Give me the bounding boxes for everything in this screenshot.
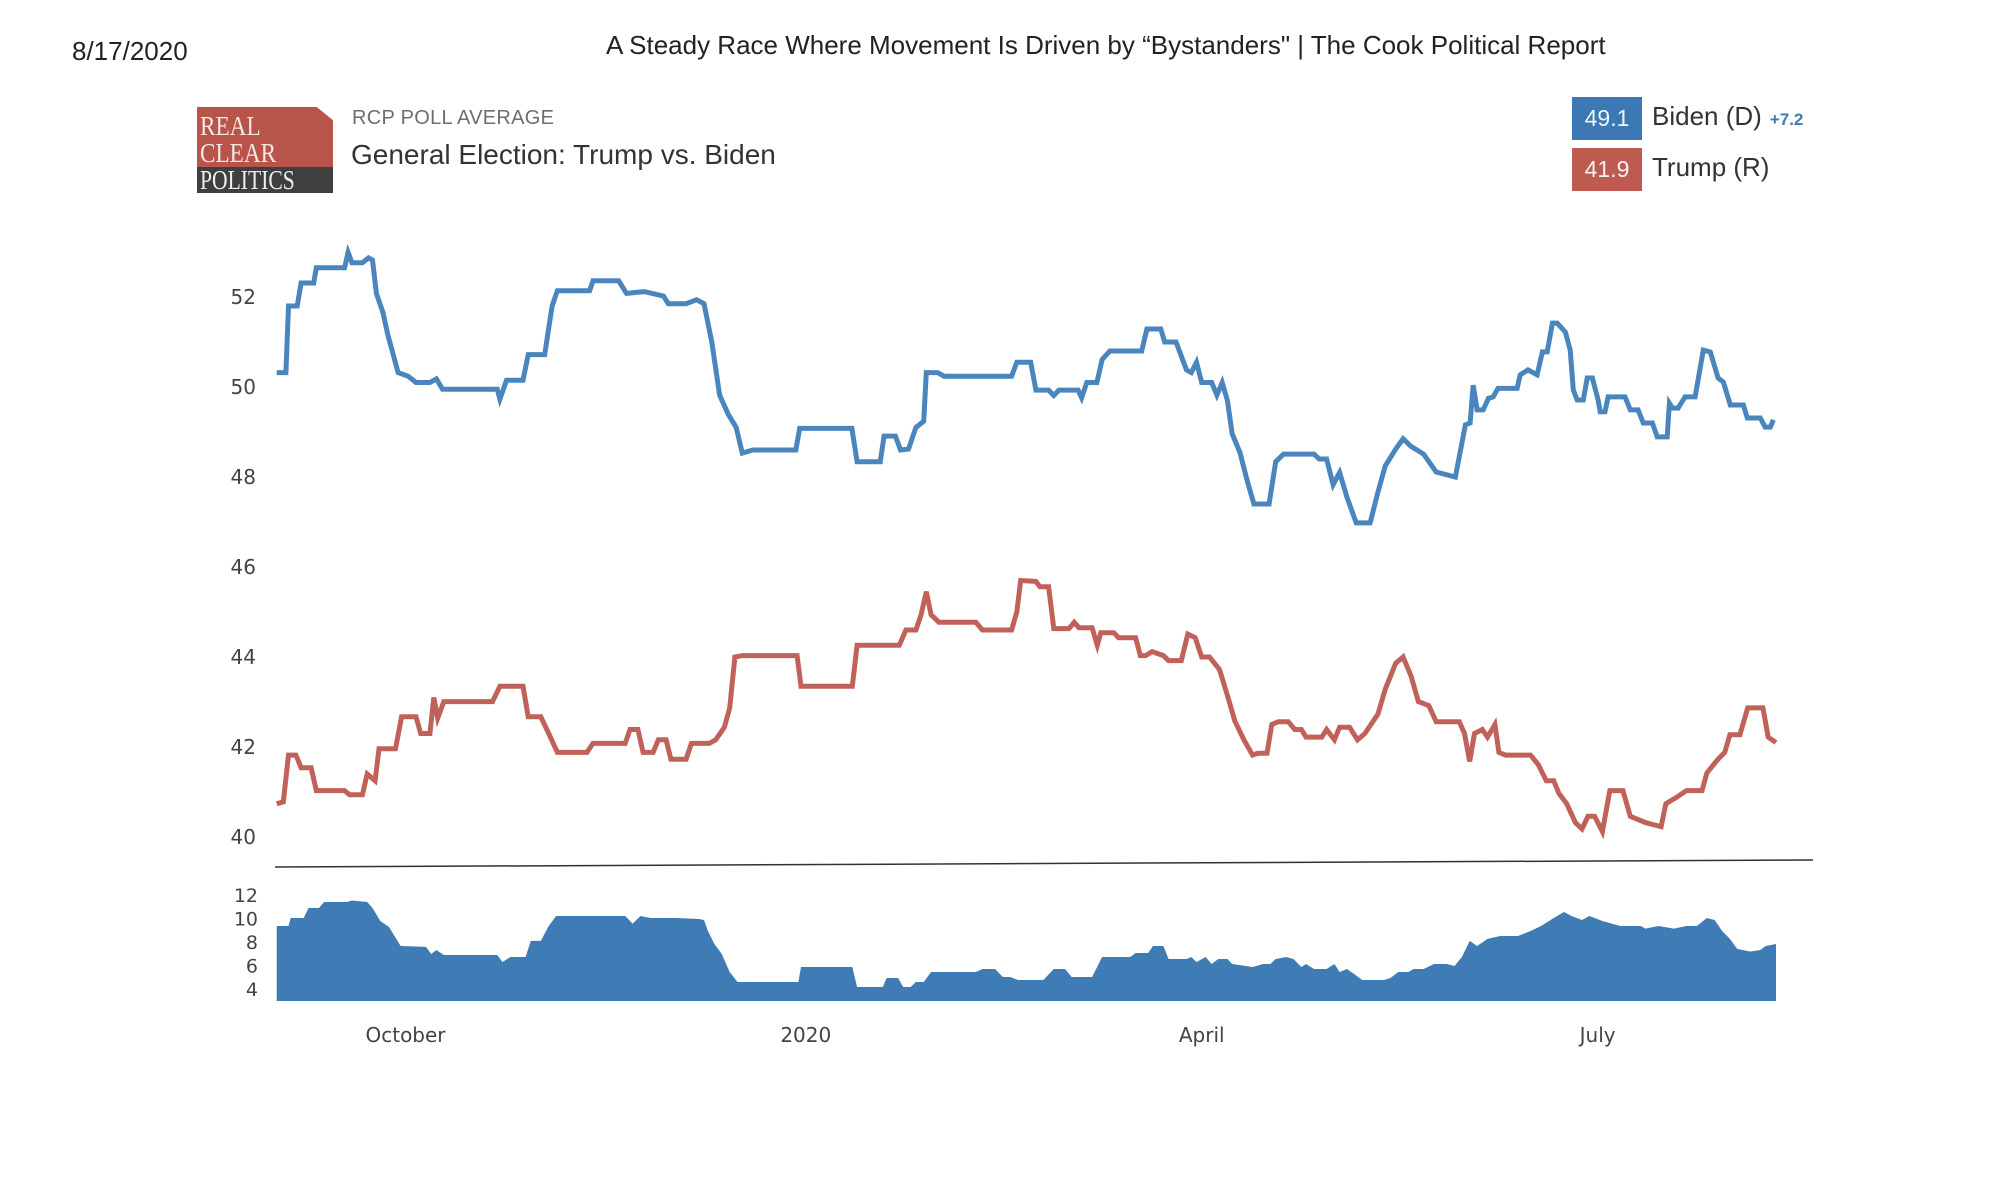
y-tick-label: 46 [231, 555, 256, 579]
y-tick-label: 44 [231, 645, 256, 669]
logo-text-clear: CLEAR [200, 138, 277, 168]
legend-name-biden: Biden (D) [1652, 101, 1762, 131]
series-points-biden [276, 252, 1774, 523]
logo-dark-block [197, 167, 333, 193]
legend-name-trump: Trump (R) [1652, 152, 1770, 182]
spread-y-tick-label: 12 [234, 885, 258, 907]
spread-y-tick-label: 10 [234, 909, 258, 931]
legend-spread-biden: +7.2 [1769, 110, 1804, 129]
spread-y-tick-label: 4 [246, 979, 258, 1001]
y-tick-label: 52 [231, 285, 256, 309]
series-points-trump [276, 580, 1777, 832]
x-tick-label: 2020 [780, 1023, 831, 1047]
x-tick-label: April [1179, 1023, 1225, 1047]
print-date: 8/17/2020 [72, 36, 188, 66]
spread-area [276, 900, 1777, 1001]
logo-text-real: REAL [200, 111, 261, 141]
legend-label-biden: Biden (D) +7.2 [1652, 101, 1803, 132]
document-title: A Steady Race Where Movement Is Driven b… [606, 30, 1606, 60]
rcp-logo: REAL CLEAR POLITICS [197, 107, 333, 195]
x-tick-label: July [1578, 1023, 1616, 1047]
y-tick-label: 50 [231, 375, 256, 399]
chart-kicker: RCP POLL AVERAGE [352, 107, 555, 129]
main-y-axis: 40 42 44 46 48 50 52 [231, 285, 256, 849]
spread-y-tick-label: 6 [246, 956, 258, 978]
series-line-trump [276, 577, 1778, 840]
logo-red-block [197, 107, 333, 167]
legend-label-trump: Trump (R) [1652, 152, 1769, 183]
legend-value-biden: 49.1 [1572, 97, 1642, 140]
panel-divider [274, 859, 1814, 868]
series-line-biden [276, 243, 1776, 526]
y-tick-label: 42 [231, 735, 256, 759]
spread-y-tick-label: 8 [246, 932, 258, 954]
chart-card [196, 100, 1826, 1075]
chart-title: General Election: Trump vs. Biden [351, 139, 776, 170]
legend-value-trump: 41.9 [1572, 148, 1642, 191]
y-tick-label: 48 [231, 465, 256, 489]
y-tick-label: 40 [231, 825, 256, 849]
x-axis: October 2020 April July [365, 1023, 1615, 1047]
x-tick-label: October [365, 1023, 446, 1047]
logo-text-politics: POLITICS [200, 165, 295, 195]
